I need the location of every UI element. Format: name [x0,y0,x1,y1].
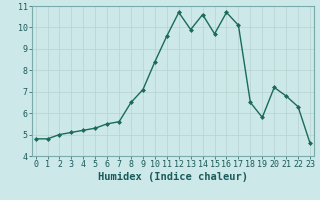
X-axis label: Humidex (Indice chaleur): Humidex (Indice chaleur) [98,172,248,182]
